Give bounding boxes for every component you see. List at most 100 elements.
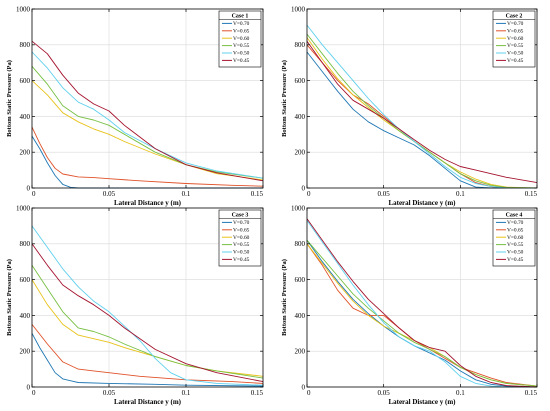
- y-tick-label: 0: [27, 383, 31, 391]
- y-tick-label: 400: [20, 312, 31, 320]
- legend-label-1: V=0.70: [233, 220, 250, 226]
- axes-frame: [31, 8, 264, 189]
- y-tick-label: 0: [27, 184, 31, 192]
- series-line-6: [31, 243, 264, 383]
- legend-label-6: V=0.45: [507, 58, 524, 64]
- legend-title: Case 4: [506, 213, 523, 219]
- y-tick-label: 200: [295, 348, 306, 356]
- chart-panel-case-3: 0 0.05 0.1 0.15 0 200 400 600 800 1000 Lateral Dis…: [6, 204, 264, 406]
- x-tick-label: 0: [32, 190, 36, 198]
- x-tick-label: 0.1: [182, 389, 191, 397]
- y-tick-label: 800: [20, 240, 31, 248]
- legend-label-3: V=0.60: [233, 235, 250, 241]
- legend-label-4: V=0.55: [507, 242, 524, 248]
- legend-label-5: V=0.50: [507, 250, 524, 256]
- y-axis-label: Bottom Static Pressure (Pa): [6, 60, 13, 137]
- series-line-6: [306, 40, 538, 184]
- series-line-2: [31, 126, 264, 187]
- y-tick-label: 1000: [16, 5, 31, 13]
- legend-box: [492, 10, 536, 68]
- legend-label-4: V=0.55: [233, 242, 250, 248]
- x-tick-label: 0.05: [378, 389, 391, 397]
- legend-title: Case 3: [232, 213, 249, 219]
- legend-label-1: V=0.70: [507, 21, 524, 27]
- chart-panel-case-1: 0 0.05 0.1 0.15 0 200 400 600 800 1000 Lateral Dis…: [6, 5, 264, 207]
- x-axis-label: Lateral Distance y (m): [114, 199, 182, 207]
- x-tick-label: 0: [307, 190, 311, 198]
- legend-label-2: V=0.65: [233, 28, 250, 34]
- y-tick-label: 600: [295, 77, 306, 85]
- legend-label-2: V=0.65: [233, 227, 250, 233]
- legend-label-3: V=0.60: [507, 235, 524, 241]
- legend-box: [218, 10, 262, 68]
- legend-label-4: V=0.55: [507, 43, 524, 49]
- y-tick-label: 200: [20, 348, 31, 356]
- series-line-4: [306, 239, 538, 387]
- legend-label-6: V=0.45: [507, 257, 524, 263]
- series-line-5: [306, 24, 537, 189]
- y-tick-label: 0: [302, 184, 306, 192]
- y-tick-label: 0: [302, 383, 306, 391]
- legend-label-6: V=0.45: [233, 257, 250, 263]
- legend-label-1: V=0.70: [233, 21, 250, 27]
- y-tick-label: 200: [295, 149, 306, 157]
- legend-label-3: V=0.60: [233, 36, 250, 42]
- series-line-2: [31, 324, 264, 384]
- axes-frame: [31, 207, 264, 388]
- legend-title: Case 2: [506, 14, 523, 20]
- legend-label-5: V=0.50: [233, 250, 250, 256]
- series-line-5: [31, 51, 264, 179]
- axes-frame: [306, 207, 538, 388]
- legend-label-2: V=0.65: [507, 28, 524, 34]
- y-axis-label: Bottom Static Pressure (Pa): [6, 259, 13, 336]
- legend-label-4: V=0.55: [233, 43, 250, 49]
- legend-label-5: V=0.50: [507, 51, 524, 57]
- legend-box: [492, 209, 536, 267]
- x-axis-label: Lateral Distance y (m): [388, 199, 456, 207]
- x-tick-label: 0: [307, 389, 311, 397]
- y-tick-label: 1000: [291, 5, 306, 13]
- series-line-1: [31, 333, 264, 387]
- x-tick-label: 0.05: [103, 190, 116, 198]
- axes-frame: [306, 8, 538, 189]
- y-tick-label: 600: [295, 276, 306, 284]
- legend-label-3: V=0.60: [507, 36, 524, 42]
- x-tick-label: 0.1: [182, 190, 191, 198]
- series-line-4: [31, 265, 264, 379]
- x-tick-label: 0.05: [378, 190, 391, 198]
- y-tick-label: 1000: [16, 204, 31, 212]
- y-tick-label: 200: [20, 149, 31, 157]
- legend-label-5: V=0.50: [233, 51, 250, 57]
- x-tick-label: 0.15: [251, 389, 264, 397]
- x-axis-label: Lateral Distance y (m): [388, 398, 456, 406]
- chart-panel-case-4: 0 0.05 0.1 0.15 0 200 400 600 800 1000 Lateral Dis…: [281, 204, 538, 406]
- series-line-6: [31, 40, 264, 182]
- series-line-5: [31, 225, 264, 386]
- x-tick-label: 0: [32, 389, 36, 397]
- y-tick-label: 600: [20, 77, 31, 85]
- legend-box: [218, 209, 262, 267]
- y-axis-label: Bottom Static Pressure (Pa): [281, 60, 288, 137]
- legend-label-6: V=0.45: [233, 58, 250, 64]
- y-tick-label: 800: [295, 41, 306, 49]
- series-line-5: [306, 220, 537, 388]
- x-tick-label: 0.15: [525, 389, 538, 397]
- y-tick-label: 400: [295, 113, 306, 121]
- y-tick-label: 1000: [291, 204, 306, 212]
- y-tick-label: 400: [295, 312, 306, 320]
- x-tick-label: 0.05: [103, 389, 116, 397]
- y-tick-label: 400: [20, 113, 31, 121]
- x-tick-label: 0.15: [525, 190, 538, 198]
- y-axis-label: Bottom Static Pressure (Pa): [281, 259, 288, 336]
- y-tick-label: 800: [295, 240, 306, 248]
- series-line-6: [306, 218, 538, 388]
- y-tick-label: 800: [20, 41, 31, 49]
- x-tick-label: 0.1: [456, 389, 465, 397]
- chart-panel-case-2: 0 0.05 0.1 0.15 0 200 400 600 800 1000 Lateral Dis…: [281, 5, 538, 207]
- legend-label-1: V=0.70: [507, 220, 524, 226]
- y-tick-label: 600: [20, 276, 31, 284]
- x-tick-label: 0.15: [251, 190, 264, 198]
- legend-title: Case 1: [232, 14, 249, 20]
- legend-label-2: V=0.65: [507, 227, 524, 233]
